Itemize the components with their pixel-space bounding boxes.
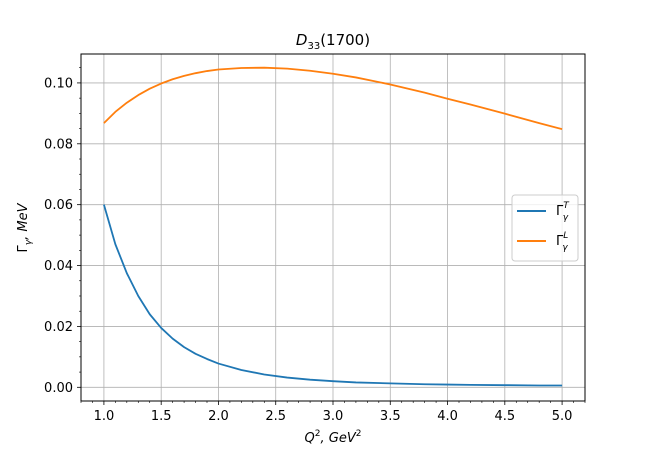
y-tick-label: 0.08 [44,137,73,152]
x-tick-label: 4.5 [494,409,515,424]
series-line-transverse [103,204,563,387]
x-axis-label: Q2, GeV2 [305,429,362,446]
y-tick-label: 0.02 [44,320,73,335]
legend-label-longitudinal: ΓL γ [556,231,568,253]
x-tick-label: 2.5 [265,409,286,424]
grid-layer [81,54,585,401]
x-tick-label: 2.0 [208,409,229,424]
tick-layer: 1.0 1.5 2.0 2.5 3.0 3.5 4.0 4.5 5.0 0.00 0.02 0.04 0… [44,67,586,424]
y-tick-label: 0.06 [44,198,73,213]
y-tick-label: 0.04 [44,259,73,274]
chart-title: D33(1700) [296,31,370,52]
x-tick-label: 1.5 [151,409,172,424]
series-layer [103,66,563,387]
y-tick-label: 0.10 [44,76,73,91]
x-tick-label: 1.0 [94,409,115,424]
y-tick-label: 0.00 [44,381,73,396]
x-tick-label: 3.5 [380,409,401,424]
x-tick-label: 3.0 [323,409,344,424]
legend: ΓT γ ΓL γ [511,194,579,262]
y-axis-label: Γγ, MeV [16,202,34,252]
x-tick-label: 5.0 [552,409,573,424]
legend-label-transverse: ΓT γ [556,201,570,223]
x-tick-label: 4.0 [437,409,458,424]
series-line-longitudinal [103,66,563,131]
